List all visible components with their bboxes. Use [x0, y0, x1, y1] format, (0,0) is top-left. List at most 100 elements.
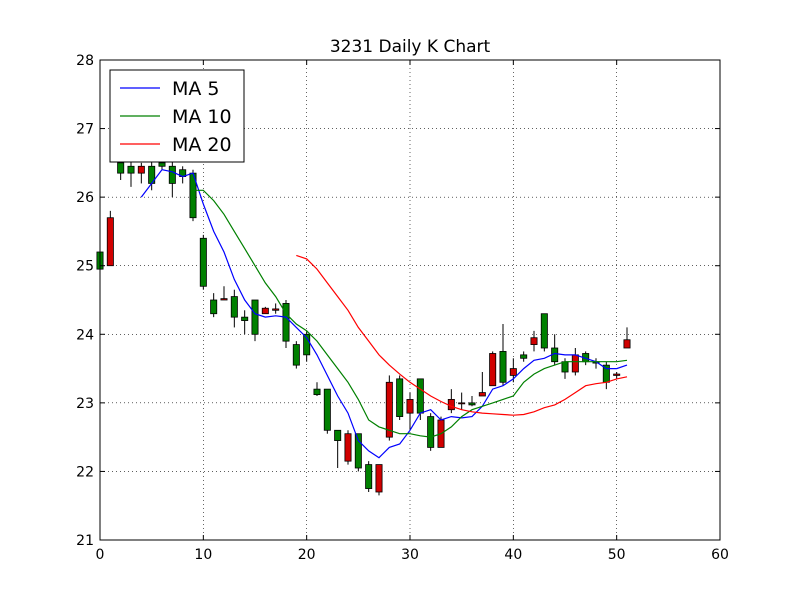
candle: [168, 159, 176, 198]
candle: [396, 375, 404, 420]
chart-title: 3231 Daily K Chart: [330, 37, 491, 57]
candle: [251, 299, 259, 342]
candle-body-down: [427, 416, 435, 448]
candle-body-down: [365, 464, 373, 489]
candle-body-up: [406, 399, 414, 414]
ma-line-ma5: [140, 169, 628, 459]
candle-body-up: [530, 337, 538, 345]
candle-body-down: [303, 333, 311, 356]
candle: [241, 310, 249, 335]
candle-body-down: [292, 344, 300, 366]
x-tick-label: 50: [608, 547, 626, 563]
ma-line-ma10: [193, 189, 628, 438]
candle-body-up: [137, 165, 145, 174]
candle: [261, 306, 269, 315]
candle: [623, 327, 631, 349]
candle: [540, 313, 548, 352]
candle: [189, 169, 197, 222]
candle: [292, 341, 300, 369]
candle-body-up: [613, 373, 621, 376]
candle: [220, 286, 228, 301]
candle-body-up: [571, 354, 579, 373]
y-tick-label: 21: [76, 533, 94, 549]
y-tick-label: 26: [76, 190, 94, 206]
candle: [230, 289, 238, 328]
candle-body-down: [416, 378, 424, 414]
candle-body-up: [344, 433, 352, 462]
candle-body-up: [509, 368, 517, 376]
candle-body-down: [499, 351, 507, 383]
candle-body-up: [489, 353, 497, 387]
candle-body-down: [199, 237, 207, 287]
legend-label: MA 10: [172, 106, 232, 128]
x-tick-label: 30: [401, 547, 419, 563]
candle-body-up: [272, 308, 280, 311]
y-tick-label: 25: [76, 259, 94, 275]
candle-body-down: [282, 303, 290, 342]
candle: [323, 388, 331, 434]
candle: [344, 430, 352, 465]
x-tick-label: 40: [504, 547, 522, 563]
x-tick-label: 10: [194, 547, 212, 563]
candle: [427, 413, 435, 451]
candle: [520, 351, 528, 362]
legend-label: MA 5: [172, 78, 220, 100]
legend: MA 5 MA 10 MA 20: [109, 69, 245, 163]
candle: [137, 162, 145, 184]
candle-body-down: [210, 299, 218, 315]
candle: [282, 300, 290, 348]
candle-body-up: [623, 339, 631, 349]
candle: [210, 293, 218, 318]
candle-body-up: [261, 307, 269, 315]
candle: [365, 461, 373, 492]
candle-body-up: [106, 217, 114, 267]
y-tick-label: 23: [76, 396, 94, 412]
candle-body-up: [385, 381, 393, 438]
candle: [106, 210, 114, 267]
candle-body-up: [447, 399, 455, 411]
moving-average-lines: [140, 169, 628, 459]
candle-body-down: [396, 378, 404, 417]
ma-line-ma20: [296, 254, 628, 416]
candle-body-down: [520, 354, 528, 359]
candle-body-up: [478, 392, 486, 397]
legend-label: MA 20: [172, 134, 232, 156]
candle: [117, 159, 125, 180]
candle-body-down: [468, 402, 476, 406]
candle-body-down: [313, 388, 321, 396]
y-tick-label: 28: [76, 53, 94, 69]
x-tick-label: 60: [711, 547, 729, 563]
candle: [406, 392, 414, 431]
candle-body-down: [334, 429, 342, 441]
candle: [199, 234, 207, 290]
candle: [613, 372, 621, 379]
candle: [458, 392, 466, 410]
axis-ticks: 0 10 20 30 40 50 60 21 22 23 24 25 26 27 28: [76, 53, 729, 563]
y-tick-label: 22: [76, 464, 94, 480]
candle-body-down: [127, 165, 135, 174]
candle-body-down: [561, 361, 569, 373]
candle-body-down: [158, 162, 166, 167]
candle-body-down: [241, 316, 249, 321]
candle: [303, 330, 311, 362]
y-tick-label: 27: [76, 122, 94, 138]
candle-body-down: [540, 313, 548, 349]
candle: [530, 330, 538, 352]
y-tick-label: 24: [76, 327, 94, 343]
x-tick-label: 20: [298, 547, 316, 563]
candle: [489, 351, 497, 387]
candle-body-up: [220, 298, 228, 301]
candle: [478, 372, 486, 397]
candle: [499, 324, 507, 386]
candle-body-down: [230, 296, 238, 318]
candle-body-up: [458, 402, 466, 405]
candle-body-down: [168, 165, 176, 184]
candle: [313, 382, 321, 396]
candle: [468, 396, 476, 407]
candle-body-up: [375, 464, 383, 493]
x-tick-label: 0: [96, 547, 105, 563]
candle-body-down: [354, 433, 362, 469]
candle: [375, 464, 383, 496]
